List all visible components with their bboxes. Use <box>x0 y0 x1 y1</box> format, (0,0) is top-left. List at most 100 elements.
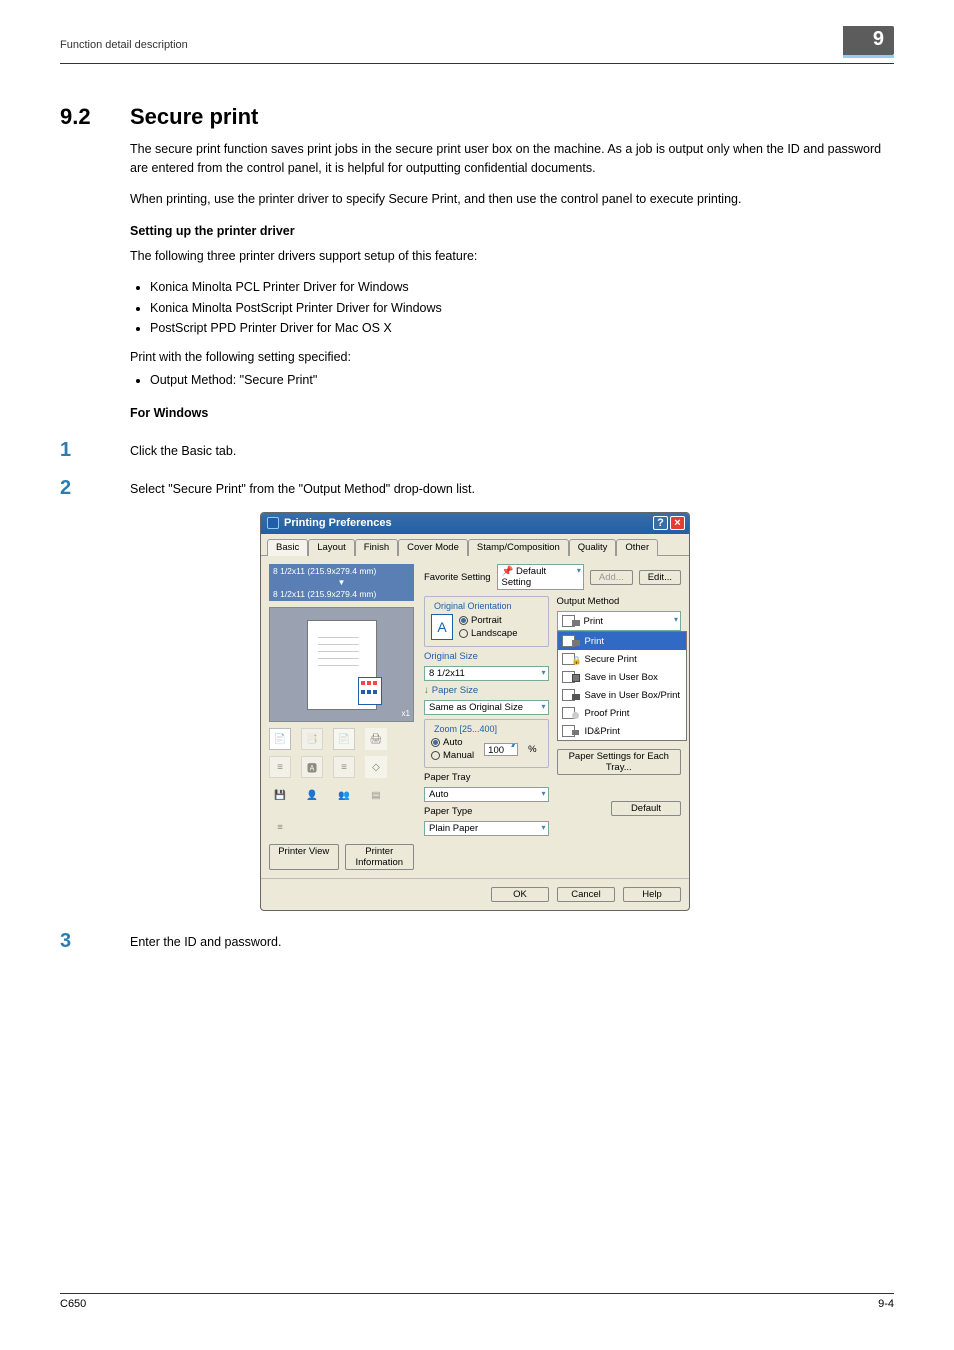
printer-icon <box>267 517 279 529</box>
subhead-for-windows: For Windows <box>130 404 894 423</box>
step-number-3: 3 <box>60 931 130 951</box>
output-size-strip: 8 1/2x11 (215.9x279.4 mm) <box>269 587 414 601</box>
section-heading: 9.2Secure print <box>60 104 894 130</box>
status-icon: ▤ <box>365 784 387 806</box>
portrait-radio[interactable]: Portrait <box>459 615 517 626</box>
om-option-print[interactable]: Print <box>558 632 686 650</box>
zoom-value-input[interactable]: 100 <box>484 743 518 756</box>
landscape-radio[interactable]: Landscape <box>459 628 517 639</box>
om-option-proof[interactable]: Proof Print <box>558 704 686 722</box>
paper-tray-select[interactable]: Auto <box>424 787 549 802</box>
om-option-box[interactable]: Save in User Box <box>558 668 686 686</box>
zoom-fieldset: Zoom [25...400] Auto Manual 100 % <box>424 719 549 768</box>
secure-print-icon <box>562 652 580 666</box>
option-icon: 🅰 <box>301 756 323 778</box>
om-option-idprint[interactable]: ID&Print <box>558 722 686 740</box>
printer-view-button[interactable]: Printer View <box>269 844 339 870</box>
output-method-value: Print <box>584 616 604 627</box>
intro-para-1: The secure print function saves print jo… <box>130 140 894 178</box>
option-icon: 🖨 <box>365 728 387 750</box>
footer-left: C650 <box>60 1298 86 1310</box>
print-icon <box>562 614 580 628</box>
help-button[interactable]: Help <box>623 887 681 902</box>
option-icon: ≡ <box>333 756 355 778</box>
section-title: Secure print <box>130 104 258 129</box>
step-number-2: 2 <box>60 478 130 498</box>
tab-finish[interactable]: Finish <box>355 539 398 556</box>
driver-intro: The following three printer drivers supp… <box>130 247 894 266</box>
output-method-dropdown: Print Secure Print Save in User Box Save… <box>557 631 687 741</box>
favorite-edit-button[interactable]: Edit... <box>639 570 681 585</box>
paper-type-label: Paper Type <box>424 806 549 817</box>
preview-scale-icon: x1 <box>402 709 410 718</box>
page-preview: x1 <box>269 607 414 722</box>
subhead-driver-setup: Setting up the printer driver <box>130 222 894 241</box>
paper-size-label: ↓Paper Size <box>424 685 549 696</box>
paper-type-select[interactable]: Plain Paper <box>424 821 549 836</box>
status-icon: ≡ <box>269 816 291 838</box>
paper-settings-button[interactable]: Paper Settings for Each Tray... <box>557 749 682 775</box>
om-option-box-print[interactable]: Save in User Box/Print <box>558 686 686 704</box>
intro-para-2: When printing, use the printer driver to… <box>130 190 894 209</box>
orientation-legend: Original Orientation <box>431 601 515 611</box>
dialog-title: Printing Preferences <box>284 517 392 529</box>
user-box-print-icon <box>562 688 580 702</box>
driver-list: Konica Minolta PCL Printer Driver for Wi… <box>130 278 894 338</box>
footer-right: 9-4 <box>878 1298 894 1310</box>
help-button[interactable]: ? <box>653 516 668 530</box>
tab-quality[interactable]: Quality <box>569 539 617 556</box>
list-item: Konica Minolta PCL Printer Driver for Wi… <box>150 278 894 297</box>
tab-stamp[interactable]: Stamp/Composition <box>468 539 569 556</box>
om-option-secure[interactable]: Secure Print <box>558 650 686 668</box>
output-method-select[interactable]: Print <box>557 611 682 631</box>
status-icon: 👤 <box>301 784 323 806</box>
list-item: PostScript PPD Printer Driver for Mac OS… <box>150 319 894 338</box>
step-text-3: Enter the ID and password. <box>130 931 281 951</box>
option-icon: ≡ <box>269 756 291 778</box>
output-method-label: Output Method <box>557 596 682 607</box>
original-size-strip: 8 1/2x11 (215.9x279.4 mm) <box>269 564 414 578</box>
running-head-title: Function detail description <box>60 39 188 51</box>
tab-basic[interactable]: Basic <box>267 539 308 556</box>
step-text-1: Click the Basic tab. <box>130 440 236 460</box>
tab-cover-mode[interactable]: Cover Mode <box>398 539 468 556</box>
option-icon[interactable]: 📄 <box>269 728 291 750</box>
favorite-select[interactable]: 📌 Default Setting <box>497 564 584 590</box>
cancel-button[interactable]: Cancel <box>557 887 615 902</box>
tab-other[interactable]: Other <box>616 539 658 556</box>
option-icon[interactable]: 📄 <box>333 728 355 750</box>
print-with-intro: Print with the following setting specifi… <box>130 348 894 367</box>
printer-info-button[interactable]: Printer Information <box>345 844 415 870</box>
proof-print-icon <box>562 706 580 720</box>
original-size-label: Original Size <box>424 651 549 662</box>
user-box-icon <box>562 670 580 684</box>
step-text-2: Select "Secure Print" from the "Output M… <box>130 478 475 498</box>
status-icon: 💾 <box>269 784 291 806</box>
tab-layout[interactable]: Layout <box>308 539 355 556</box>
option-icon: ◇ <box>365 756 387 778</box>
paper-size-select[interactable]: Same as Original Size <box>424 700 549 715</box>
favorite-label: Favorite Setting <box>424 572 491 583</box>
paper-tray-label: Paper Tray <box>424 772 549 783</box>
id-print-icon <box>562 724 580 738</box>
zoom-auto-radio[interactable]: Auto <box>431 737 474 748</box>
default-button[interactable]: Default <box>611 801 681 816</box>
zoom-legend: Zoom [25...400] <box>431 724 500 734</box>
ok-button[interactable]: OK <box>491 887 549 902</box>
favorite-marker-icon: 📌 <box>502 566 516 577</box>
print-with-list: Output Method: "Secure Print" <box>130 371 894 390</box>
dialog-screenshot: Printing Preferences ? × Basic Layout Fi… <box>260 512 894 911</box>
orientation-icon: A <box>431 614 453 640</box>
dialog-titlebar: Printing Preferences ? × <box>261 513 689 534</box>
print-icon <box>562 634 580 648</box>
section-number: 9.2 <box>60 104 130 130</box>
close-button[interactable]: × <box>670 516 685 530</box>
favorite-add-button: Add... <box>590 570 633 585</box>
chapter-badge: 9 <box>843 26 894 55</box>
status-icon: 👥 <box>333 784 355 806</box>
list-item: Konica Minolta PostScript Printer Driver… <box>150 299 894 318</box>
original-size-select[interactable]: 8 1/2x11 <box>424 666 549 681</box>
zoom-manual-radio[interactable]: Manual <box>431 750 474 761</box>
orientation-fieldset: Original Orientation A Portrait Landscap… <box>424 596 549 647</box>
list-item: Output Method: "Secure Print" <box>150 371 894 390</box>
